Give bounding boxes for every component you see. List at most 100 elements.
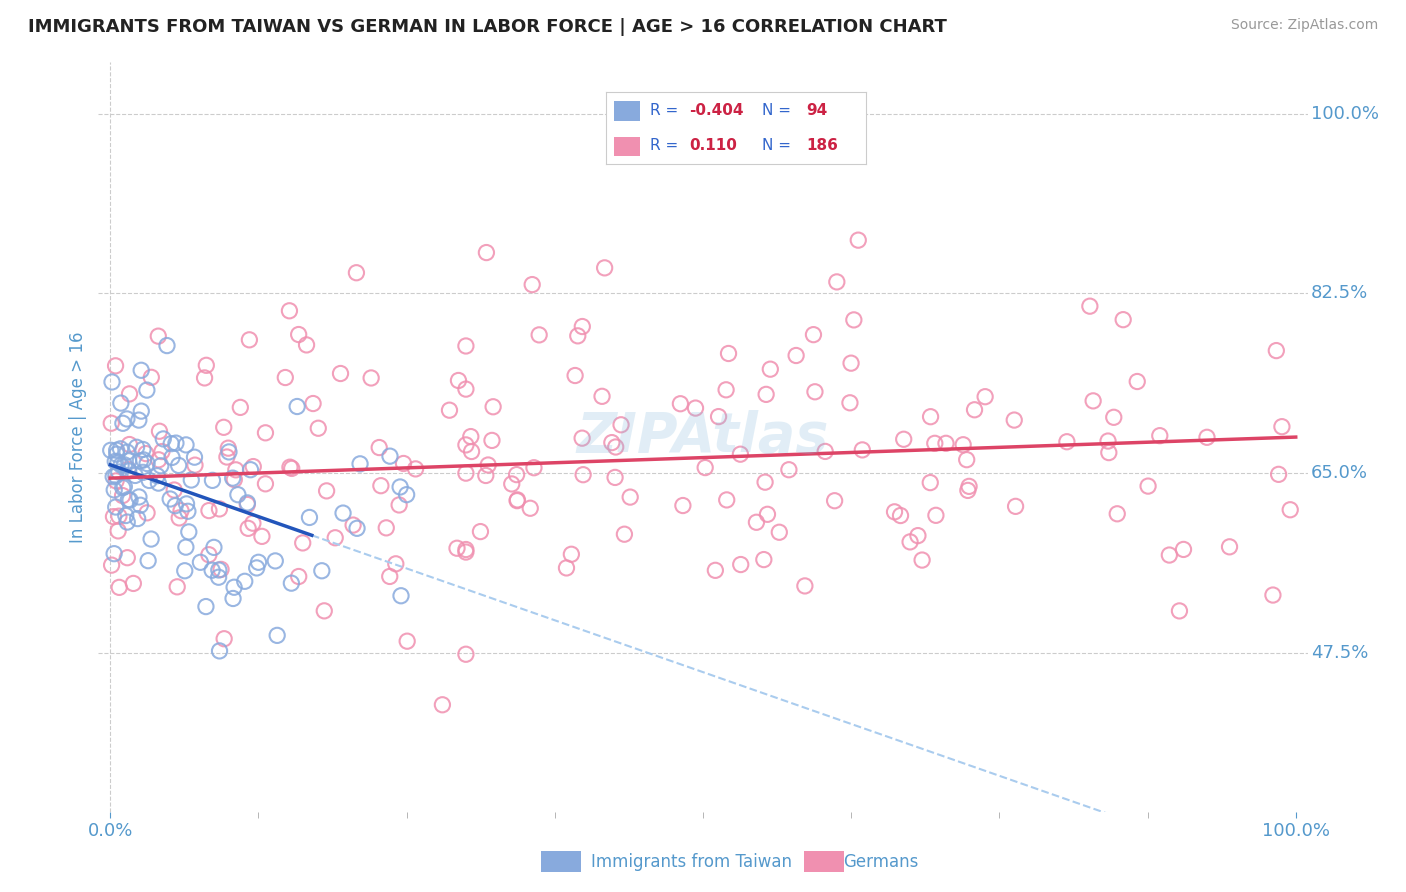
Point	[846, 233, 869, 247]
Point	[672, 499, 695, 513]
Point	[1173, 542, 1195, 557]
Point	[104, 359, 127, 373]
Point	[314, 604, 336, 618]
Point	[148, 329, 170, 343]
Point	[238, 521, 260, 535]
Point	[1097, 434, 1119, 448]
Point	[129, 363, 152, 377]
Point	[1137, 479, 1160, 493]
Point	[107, 455, 129, 469]
Point	[385, 557, 408, 571]
Point	[1081, 393, 1104, 408]
Point	[924, 436, 946, 450]
Point	[1002, 413, 1025, 427]
Point	[613, 527, 636, 541]
Point	[198, 548, 221, 562]
Point	[170, 504, 193, 518]
Point	[956, 483, 979, 498]
Text: 47.5%: 47.5%	[1312, 644, 1368, 662]
Point	[278, 460, 301, 475]
Point	[201, 563, 224, 577]
Point	[460, 444, 482, 458]
Text: Source: ZipAtlas.com: Source: ZipAtlas.com	[1230, 18, 1378, 32]
Point	[117, 462, 139, 476]
Point	[183, 450, 205, 465]
Point	[129, 404, 152, 418]
Point	[475, 245, 498, 260]
Point	[360, 371, 382, 385]
Point	[707, 409, 730, 424]
Point	[194, 599, 217, 614]
Point	[370, 478, 392, 492]
Point	[167, 458, 190, 473]
Point	[454, 438, 477, 452]
Point	[148, 476, 170, 491]
Point	[159, 491, 181, 506]
Point	[605, 440, 627, 454]
Point	[103, 547, 125, 561]
Point	[103, 509, 125, 524]
Point	[446, 541, 468, 556]
Point	[963, 402, 986, 417]
Point	[135, 447, 157, 461]
Text: 82.5%: 82.5%	[1312, 285, 1368, 302]
Point	[229, 401, 252, 415]
Point	[105, 443, 128, 458]
Text: ZIPAtlas: ZIPAtlas	[576, 410, 830, 464]
Point	[825, 275, 848, 289]
Point	[132, 442, 155, 457]
Point	[222, 591, 245, 606]
Point	[911, 553, 934, 567]
Point	[824, 493, 846, 508]
Point	[851, 442, 873, 457]
Point	[460, 429, 482, 443]
Point	[246, 561, 269, 575]
Point	[368, 441, 391, 455]
Point	[127, 511, 149, 525]
Point	[135, 383, 157, 397]
Text: IMMIGRANTS FROM TAIWAN VS GERMAN IN LABOR FORCE | AGE > 16 CORRELATION CHART: IMMIGRANTS FROM TAIWAN VS GERMAN IN LABO…	[28, 18, 948, 36]
Point	[1271, 419, 1294, 434]
Text: 65.0%: 65.0%	[1312, 464, 1368, 482]
Point	[432, 698, 454, 712]
Point	[224, 473, 246, 487]
Point	[920, 475, 942, 490]
Point	[298, 510, 321, 524]
Point	[112, 480, 135, 494]
Point	[396, 634, 419, 648]
Point	[555, 561, 578, 575]
Point	[974, 390, 997, 404]
Text: Germans: Germans	[844, 853, 920, 871]
Y-axis label: In Labor Force | Age > 16: In Labor Force | Age > 16	[69, 331, 87, 543]
Point	[193, 371, 215, 385]
Point	[224, 580, 246, 594]
Point	[920, 409, 942, 424]
Point	[695, 460, 717, 475]
Point	[564, 368, 586, 383]
Point	[593, 260, 616, 275]
Point	[344, 266, 367, 280]
Point	[439, 403, 461, 417]
Point	[100, 443, 122, 458]
Point	[165, 436, 187, 450]
Point	[177, 524, 200, 539]
Point	[1265, 343, 1288, 358]
Point	[208, 502, 231, 516]
Point	[392, 457, 415, 471]
Point	[101, 375, 124, 389]
Point	[101, 469, 124, 483]
Point	[111, 481, 134, 495]
Point	[883, 505, 905, 519]
Point	[600, 435, 623, 450]
Point	[218, 445, 240, 459]
Point	[236, 498, 259, 512]
Point	[118, 387, 141, 401]
Point	[212, 632, 235, 646]
Point	[115, 412, 138, 426]
Text: Immigrants from Taiwan: Immigrants from Taiwan	[591, 853, 792, 871]
Point	[925, 508, 948, 523]
Point	[952, 438, 974, 452]
Point	[128, 490, 150, 504]
Point	[839, 356, 862, 370]
Point	[202, 541, 225, 555]
